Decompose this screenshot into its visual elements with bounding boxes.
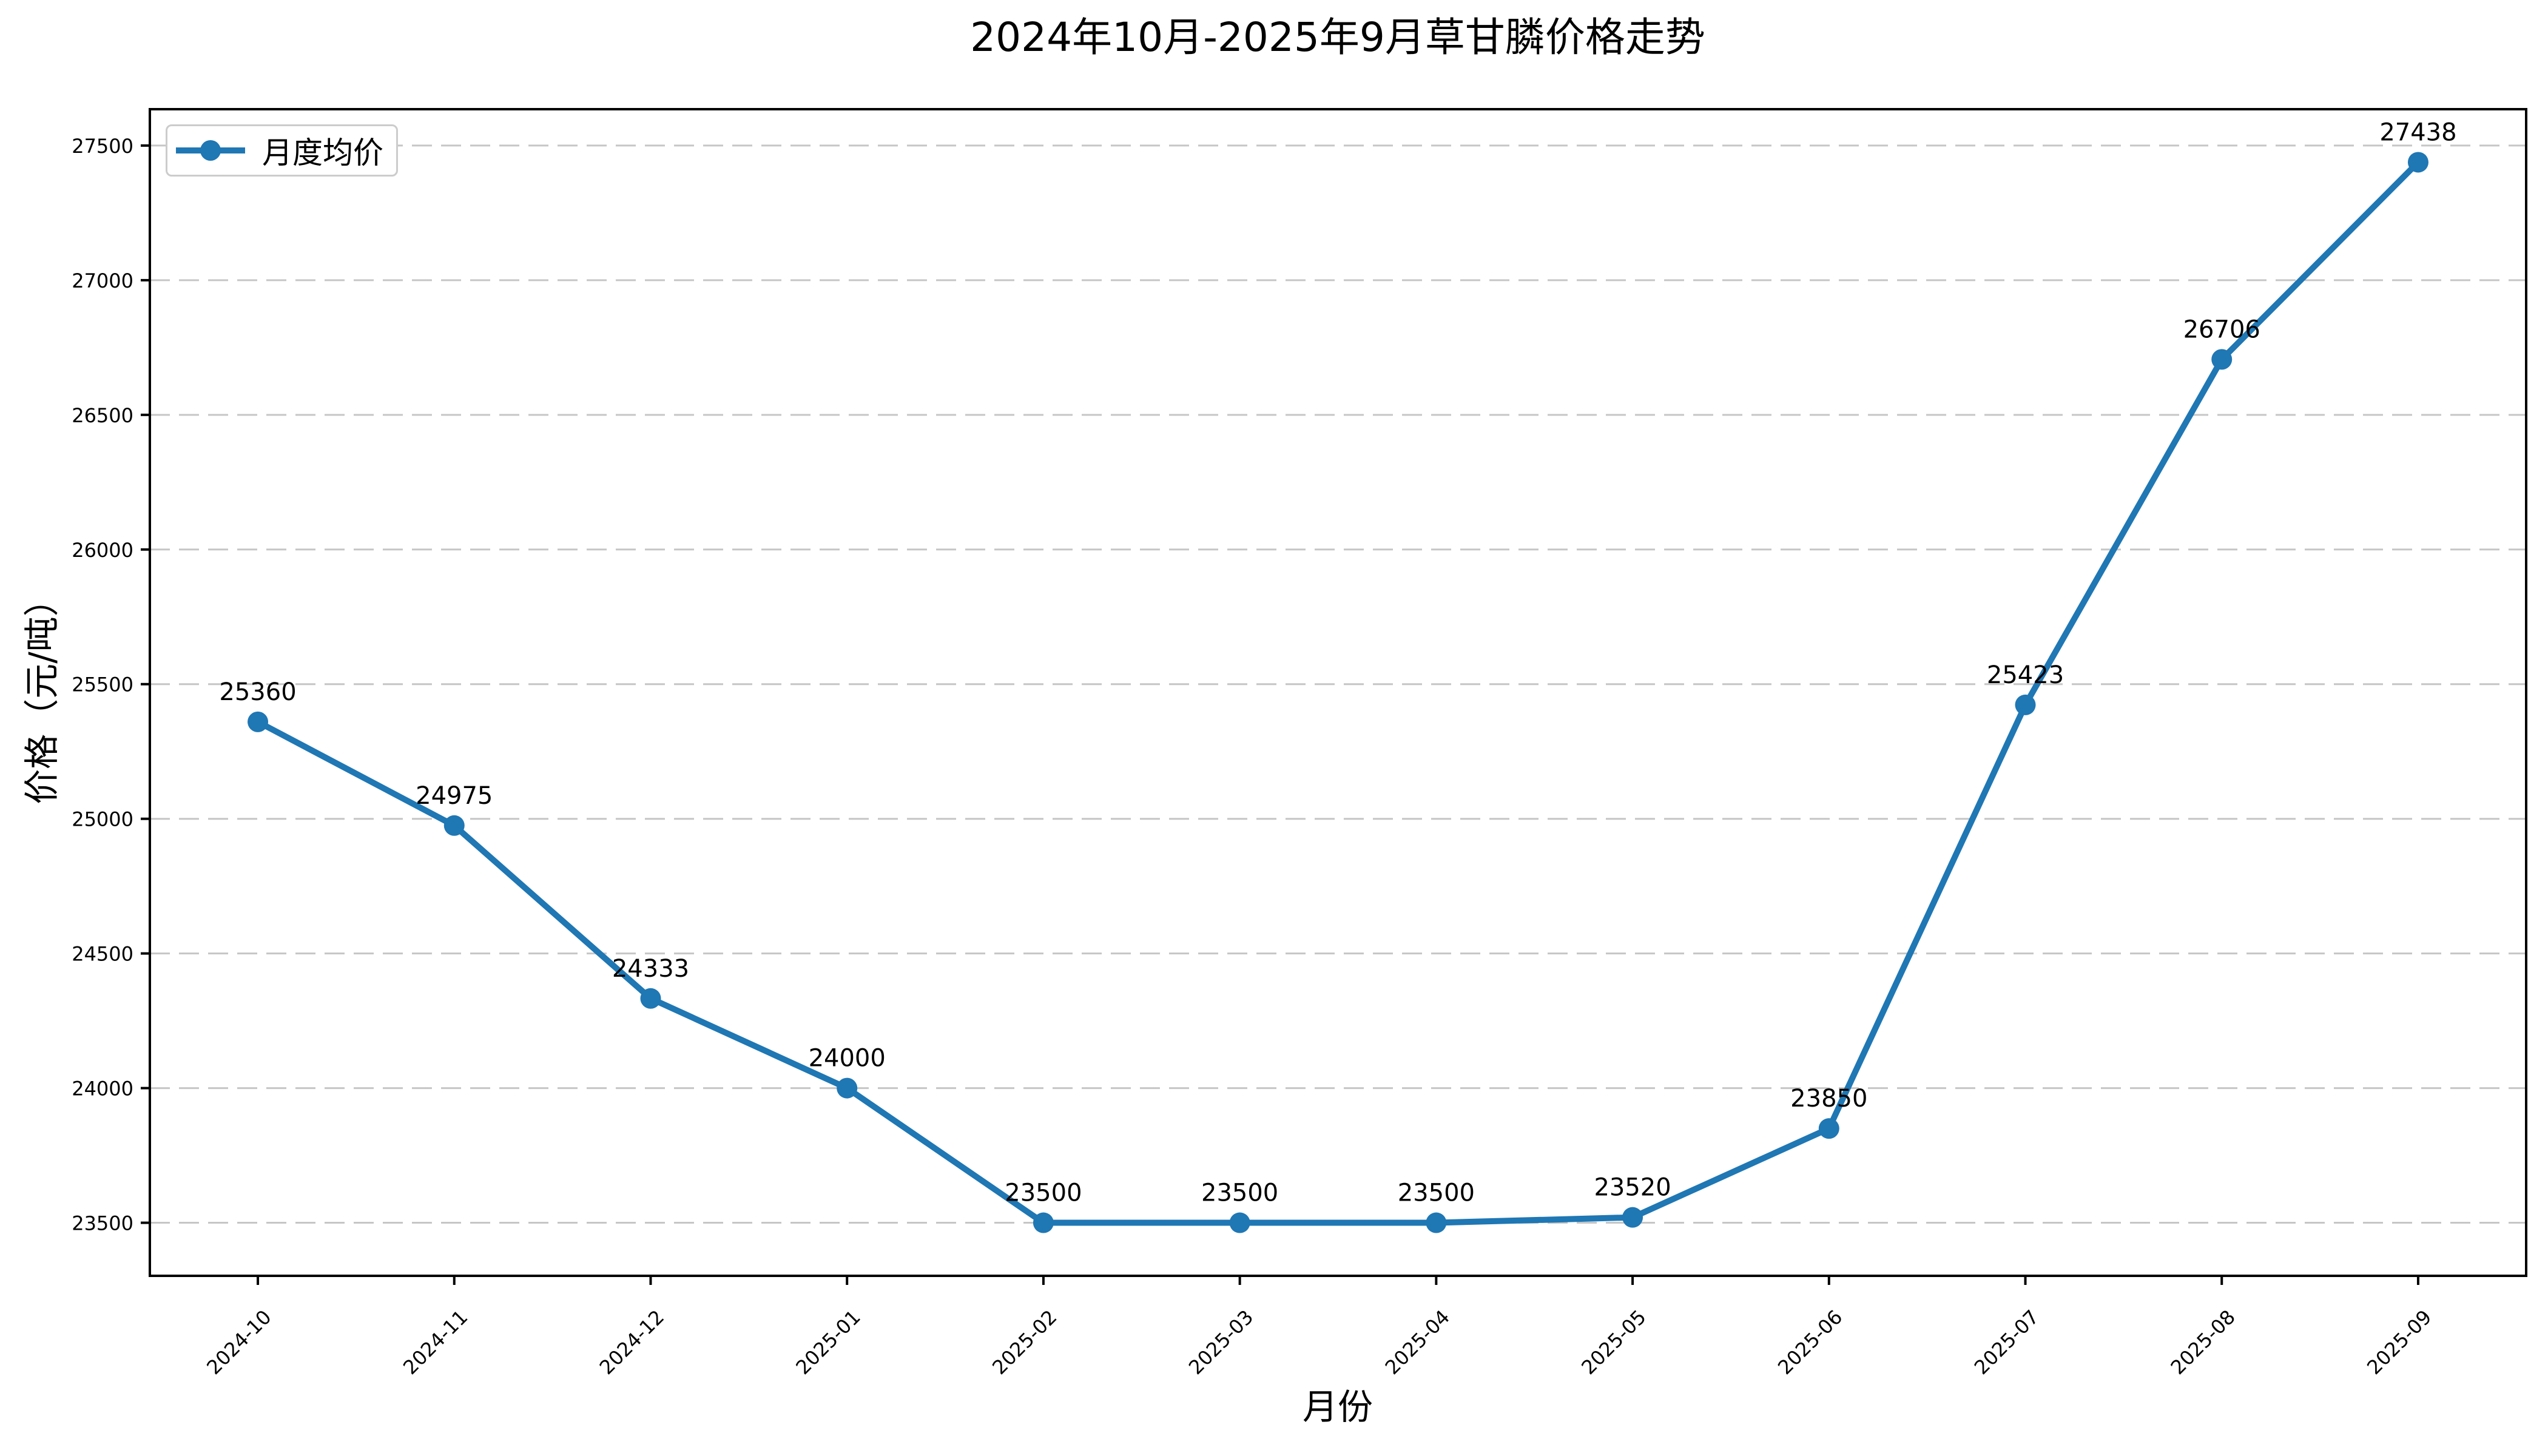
y-axis-label: 价格（元/吨） xyxy=(21,581,63,804)
data-point-label: 23850 xyxy=(1790,1085,1867,1113)
data-point-label: 23500 xyxy=(1398,1179,1475,1207)
x-tick-label: 2025-04 xyxy=(1381,1306,1454,1379)
x-tick-label: 2025-08 xyxy=(2166,1306,2239,1379)
data-point-marker xyxy=(2211,349,2233,370)
data-point-marker xyxy=(1033,1212,1054,1233)
data-point-label: 24333 xyxy=(612,955,689,983)
data-point-label: 25423 xyxy=(1987,661,2064,689)
data-point-marker xyxy=(640,988,661,1009)
data-point-marker xyxy=(1818,1118,1839,1139)
y-tick-label: 25500 xyxy=(72,673,133,696)
x-tick-label: 2025-07 xyxy=(1970,1306,2043,1379)
y-tick-label: 25000 xyxy=(72,808,133,831)
data-point-marker xyxy=(837,1077,858,1099)
price-line xyxy=(256,160,2421,1226)
y-tick-label: 26000 xyxy=(72,539,133,562)
y-tick-label: 27000 xyxy=(72,269,133,292)
data-point-label: 24000 xyxy=(809,1045,886,1073)
x-tick-label: 2025-03 xyxy=(1184,1306,1258,1379)
y-tick-label: 23500 xyxy=(72,1212,133,1235)
legend: 月度均价 xyxy=(166,124,398,177)
data-point-marker xyxy=(2015,694,2036,715)
legend-line-marker-sample xyxy=(176,140,245,161)
data-point-marker xyxy=(443,815,465,836)
data-point-label: 24975 xyxy=(416,782,493,810)
x-tick-label: 2025-09 xyxy=(2362,1306,2436,1379)
data-point-marker xyxy=(1229,1212,1250,1233)
x-tick-label: 2025-05 xyxy=(1577,1306,1650,1379)
x-tick-label: 2025-06 xyxy=(1773,1306,1847,1379)
data-point-marker xyxy=(1622,1207,1643,1228)
data-point-marker xyxy=(2407,152,2428,173)
y-tick-label: 26500 xyxy=(72,404,133,427)
data-point-label: 27438 xyxy=(2379,118,2456,146)
data-point-label: 23500 xyxy=(1005,1179,1082,1207)
x-tick-label: 2025-02 xyxy=(988,1306,1061,1379)
x-tick-label: 2024-10 xyxy=(202,1306,275,1379)
y-tick-label: 24000 xyxy=(72,1077,133,1100)
data-point-label: 25360 xyxy=(219,678,296,706)
x-tick-label: 2024-12 xyxy=(595,1306,669,1379)
data-point-label: 23520 xyxy=(1594,1174,1671,1202)
data-point-label: 23500 xyxy=(1201,1179,1278,1207)
chart-title: 2024年10月-2025年9月草甘膦价格走势 xyxy=(970,14,1705,61)
y-tick-label: 24500 xyxy=(72,943,133,966)
plot-border xyxy=(149,108,2527,1277)
legend-marker-icon xyxy=(200,140,221,161)
x-tick-label: 2025-01 xyxy=(791,1306,864,1379)
data-point-marker xyxy=(1426,1212,1447,1233)
x-tick-label: 2024-11 xyxy=(399,1306,472,1379)
x-axis-label: 月份 xyxy=(1302,1386,1373,1427)
data-point-label: 26706 xyxy=(2183,315,2260,343)
data-point-marker xyxy=(248,711,269,732)
y-tick-label: 27500 xyxy=(72,135,133,158)
legend-label: 月度均价 xyxy=(262,135,383,170)
